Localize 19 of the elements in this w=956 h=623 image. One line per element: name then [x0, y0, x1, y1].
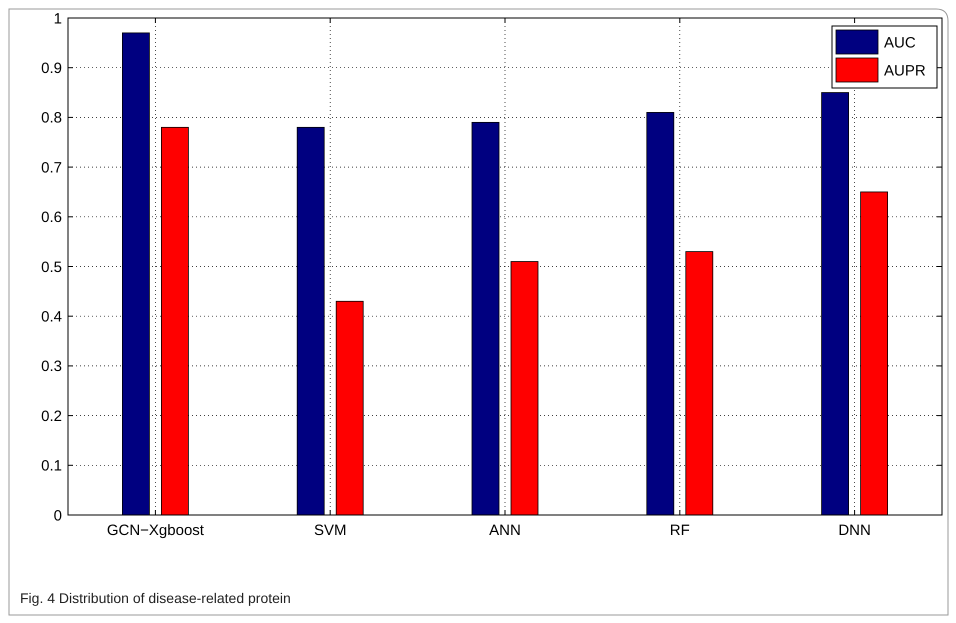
y-tick-label: 0.3 [41, 358, 62, 376]
x-tick-label: GCN−Xgboost [106, 522, 205, 539]
y-tick-label: 0.1 [41, 458, 62, 475]
legend-label: AUPR [884, 62, 926, 80]
y-tick-label: 0.7 [41, 159, 62, 176]
y-tick-label: 0.9 [41, 60, 62, 77]
y-tick-label: 0.4 [41, 308, 62, 326]
x-tick-label: ANN [489, 522, 521, 539]
y-tick-label: 0 [54, 507, 62, 524]
y-tick-label: 0.5 [41, 258, 62, 276]
y-tick-label: 0.8 [41, 110, 62, 127]
x-tick-label: RF [670, 522, 690, 539]
caption: Fig. 4 Distribution of disease-related protein [20, 590, 291, 606]
legend-label: AUC [884, 34, 916, 52]
x-tick-label: DNN [838, 522, 871, 539]
y-tick-label: 1 [54, 10, 62, 28]
x-tick-label: SVM [314, 522, 346, 539]
y-tick-label: 0.6 [41, 209, 62, 226]
y-tick-label: 0.2 [41, 408, 62, 425]
